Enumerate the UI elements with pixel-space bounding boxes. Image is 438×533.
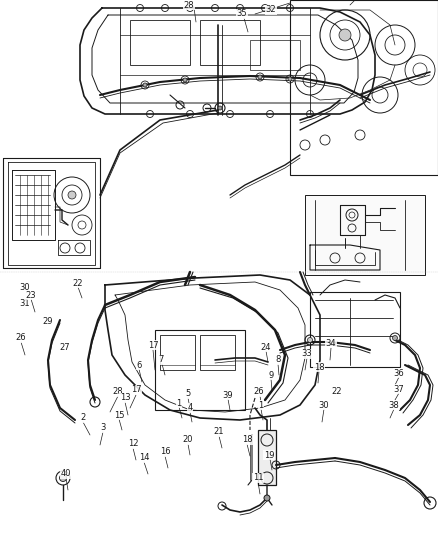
Bar xyxy=(200,335,235,370)
Text: 18: 18 xyxy=(314,362,324,372)
Text: 27: 27 xyxy=(60,343,71,352)
Text: 28: 28 xyxy=(184,1,194,10)
Text: 23: 23 xyxy=(26,290,36,300)
Text: 30: 30 xyxy=(319,400,329,409)
Circle shape xyxy=(143,83,147,87)
Text: 30: 30 xyxy=(20,282,30,292)
Text: 39: 39 xyxy=(223,391,233,400)
Text: 18: 18 xyxy=(242,435,252,445)
Text: 17: 17 xyxy=(131,385,141,394)
Text: 15: 15 xyxy=(114,410,124,419)
Bar xyxy=(250,40,300,70)
Text: 2: 2 xyxy=(81,414,85,423)
Bar xyxy=(200,20,260,65)
Text: 33: 33 xyxy=(302,350,312,359)
Text: 5: 5 xyxy=(185,390,191,399)
Bar xyxy=(258,430,276,485)
Circle shape xyxy=(258,75,262,79)
Circle shape xyxy=(339,29,351,41)
Bar xyxy=(160,335,195,370)
Circle shape xyxy=(60,474,67,481)
Circle shape xyxy=(307,337,312,343)
Circle shape xyxy=(264,495,270,501)
Text: 17: 17 xyxy=(148,341,158,350)
Text: 22: 22 xyxy=(73,279,83,287)
Text: 8: 8 xyxy=(276,356,281,365)
Text: 31: 31 xyxy=(20,298,30,308)
Text: 21: 21 xyxy=(214,427,224,437)
Text: 7: 7 xyxy=(158,356,164,365)
Text: 9: 9 xyxy=(268,370,274,379)
Text: 22: 22 xyxy=(332,387,342,397)
Text: 26: 26 xyxy=(254,387,264,397)
Text: 24: 24 xyxy=(261,343,271,351)
Text: 26: 26 xyxy=(16,334,26,343)
Text: 6: 6 xyxy=(136,360,141,369)
Text: 37: 37 xyxy=(394,384,404,393)
Text: 13: 13 xyxy=(120,393,131,402)
Text: 16: 16 xyxy=(160,448,170,456)
Circle shape xyxy=(392,335,398,341)
Bar xyxy=(310,292,400,367)
Circle shape xyxy=(218,106,222,110)
Text: 1: 1 xyxy=(258,400,264,409)
Text: 36: 36 xyxy=(394,368,404,377)
Text: 3: 3 xyxy=(100,424,106,432)
Text: 28: 28 xyxy=(113,387,124,397)
Text: 40: 40 xyxy=(61,470,71,479)
Text: 19: 19 xyxy=(264,450,274,459)
Text: 35: 35 xyxy=(237,10,247,19)
Text: 32: 32 xyxy=(266,5,276,14)
Text: 11: 11 xyxy=(253,473,263,482)
Text: 29: 29 xyxy=(43,318,53,327)
Bar xyxy=(305,195,425,275)
Circle shape xyxy=(68,191,76,199)
Text: 4: 4 xyxy=(187,403,193,413)
Text: 1: 1 xyxy=(177,399,182,408)
Bar xyxy=(130,20,190,65)
Bar xyxy=(155,330,245,410)
Text: 34: 34 xyxy=(326,338,336,348)
Text: 38: 38 xyxy=(389,400,399,409)
Circle shape xyxy=(183,78,187,82)
Bar xyxy=(290,0,438,175)
Text: 12: 12 xyxy=(128,440,138,448)
Text: 14: 14 xyxy=(139,454,149,463)
Circle shape xyxy=(288,77,292,81)
Text: 20: 20 xyxy=(183,435,193,445)
